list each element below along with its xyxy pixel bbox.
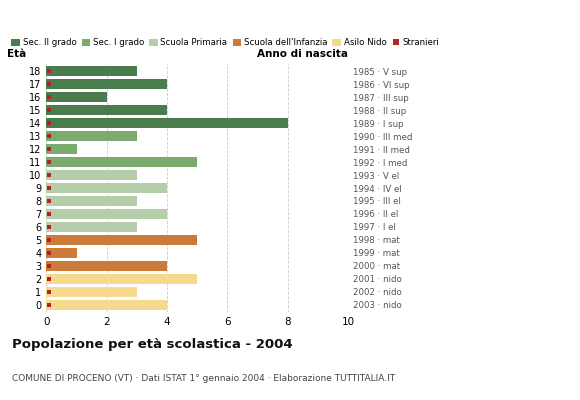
Bar: [46, 170, 137, 180]
Bar: [46, 157, 197, 167]
Bar: [46, 235, 197, 245]
Bar: [46, 80, 167, 89]
Text: Anno di nascita: Anno di nascita: [257, 49, 348, 59]
Bar: [46, 248, 77, 258]
Legend: Sec. II grado, Sec. I grado, Scuola Primaria, Scuola dell'Infanzia, Asilo Nido, : Sec. II grado, Sec. I grado, Scuola Prim…: [12, 38, 440, 47]
Text: COMUNE DI PROCENO (VT) · Dati ISTAT 1° gennaio 2004 · Elaborazione TUTTITALIA.IT: COMUNE DI PROCENO (VT) · Dati ISTAT 1° g…: [12, 374, 395, 383]
Bar: [46, 144, 77, 154]
Bar: [46, 106, 167, 115]
Bar: [46, 183, 167, 193]
Bar: [46, 222, 137, 232]
Bar: [46, 66, 137, 76]
Bar: [46, 300, 167, 310]
Bar: [46, 209, 167, 219]
Bar: [46, 287, 137, 296]
Text: Età: Età: [7, 49, 27, 59]
Bar: [46, 92, 107, 102]
Bar: [46, 118, 288, 128]
Bar: [46, 131, 137, 141]
Bar: [46, 274, 197, 284]
Bar: [46, 261, 167, 270]
Bar: [46, 196, 137, 206]
Text: Popolazione per età scolastica - 2004: Popolazione per età scolastica - 2004: [12, 338, 292, 351]
